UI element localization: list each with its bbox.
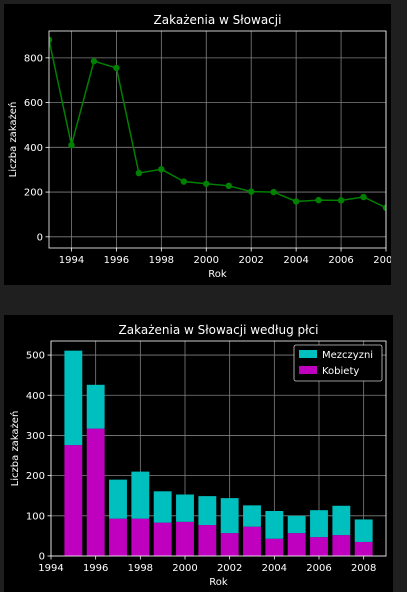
data-point <box>180 178 187 185</box>
y-tick-label: 800 <box>24 53 43 64</box>
x-tick-label: 2006 <box>328 255 353 266</box>
line-chart-panel: 1994 1996 1998 2000 2002 2004 2006 2008 0 200 400 6… <box>4 4 391 285</box>
data-point <box>68 141 75 149</box>
data-point <box>203 180 210 187</box>
data-point <box>49 36 53 44</box>
chart-title: Zakażenia w Słowacji według płci <box>119 323 319 337</box>
x-tick-label: 2008 <box>373 255 391 266</box>
y-tick-label: 400 <box>26 391 45 402</box>
bar-chart: 1994 1996 1998 2000 2002 2004 2006 2008 0 100 200 3… <box>9 323 387 588</box>
y-axis-label: Liczba zakażeń <box>7 102 19 178</box>
bar-women <box>176 521 194 556</box>
x-tick-label: 2006 <box>306 563 331 574</box>
bar-men <box>109 479 127 519</box>
bar-women <box>287 533 306 556</box>
bar-women <box>332 535 351 556</box>
bar-women <box>153 522 172 556</box>
data-point <box>292 198 300 205</box>
data-point <box>382 204 386 211</box>
line-chart: 1994 1996 1998 2000 2002 2004 2006 2008 0 200 400 6… <box>7 13 391 280</box>
bar-chart-panel: 1994 1996 1998 2000 2002 2004 2006 2008 0 100 200 3… <box>4 315 393 592</box>
legend-swatch-men <box>299 350 317 358</box>
bar-men <box>153 491 172 523</box>
bar-men <box>176 494 194 522</box>
plot-area <box>49 36 386 211</box>
data-point <box>315 196 322 204</box>
bar-men <box>220 498 239 534</box>
y-tick-label: 0 <box>39 552 45 563</box>
x-tick-label: 2004 <box>262 563 287 574</box>
x-tick-label: 2002 <box>238 255 263 266</box>
bar-women <box>243 526 261 556</box>
bar-women <box>109 518 127 556</box>
x-tick-label: 2008 <box>351 563 376 574</box>
x-tick-label: 1994 <box>59 255 84 266</box>
bar-men <box>131 471 150 519</box>
bar-men <box>243 505 261 527</box>
data-point <box>135 169 143 177</box>
plot-frame <box>50 340 387 557</box>
x-tick-label: 2000 <box>172 563 197 574</box>
x-tick-label: 2000 <box>194 255 219 266</box>
y-tick-label: 0 <box>37 232 43 243</box>
y-tick-label: 100 <box>26 511 45 522</box>
data-point <box>270 188 277 196</box>
bar-women <box>310 537 328 556</box>
y-axis-label: Liczba zakażeń <box>9 411 21 487</box>
bar-men <box>64 350 83 446</box>
data-point <box>90 58 98 65</box>
bar-men <box>310 510 328 538</box>
x-tick-label: 1996 <box>104 255 129 266</box>
chart-title: Zakażenia w Słowacji <box>154 13 282 27</box>
bar-men <box>287 515 306 534</box>
x-tick-label: 2004 <box>283 255 308 266</box>
bar-women <box>198 525 217 556</box>
x-tick-label: 1996 <box>83 563 108 574</box>
bar-men <box>354 519 373 542</box>
plot-frame <box>48 30 387 249</box>
x-axis-label: Rok <box>208 269 227 280</box>
bar-men <box>86 384 105 429</box>
data-point <box>225 182 232 190</box>
bar-women <box>64 445 83 556</box>
bar-men <box>332 505 351 536</box>
x-tick-label: 2002 <box>217 563 242 574</box>
series-line <box>49 39 386 209</box>
bar-men <box>198 496 217 526</box>
bar-women <box>220 533 239 556</box>
x-tick-label: 1994 <box>38 563 63 574</box>
y-tick-label: 300 <box>26 431 45 442</box>
bar-women <box>354 541 373 556</box>
y-tick-label: 200 <box>24 188 43 199</box>
bar-men <box>265 510 284 539</box>
bar-women <box>131 518 150 556</box>
y-tick-label: 600 <box>24 98 43 109</box>
legend-label-women: Kobiety <box>322 366 359 377</box>
x-axis-label: Rok <box>209 577 228 588</box>
legend-label-men: Mezczyzni <box>322 350 373 361</box>
data-point <box>337 197 345 204</box>
data-point <box>113 64 120 72</box>
data-point <box>360 193 367 201</box>
data-point <box>158 166 165 173</box>
y-tick-label: 200 <box>26 471 45 482</box>
legend-swatch-women <box>299 366 317 374</box>
x-tick-label: 1998 <box>128 563 153 574</box>
bar-women <box>265 538 284 556</box>
y-tick-label: 500 <box>26 351 45 362</box>
x-tick-label: 1998 <box>149 255 174 266</box>
y-tick-label: 400 <box>24 143 43 154</box>
data-point <box>248 188 255 195</box>
bar-women <box>86 428 105 556</box>
